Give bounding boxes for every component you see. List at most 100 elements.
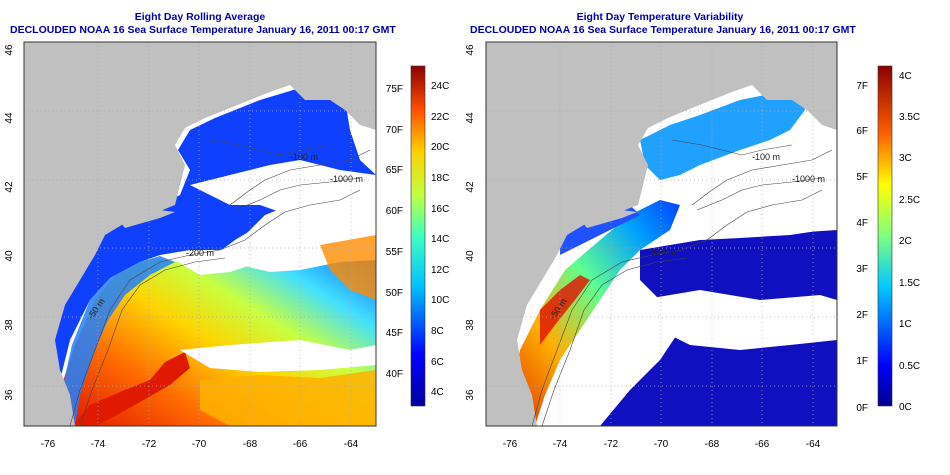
right-no-data-area xyxy=(650,175,837,240)
left-colorbar xyxy=(410,65,426,407)
right-y-tick: 46 xyxy=(465,44,476,56)
right-y-tick: 42 xyxy=(465,181,476,193)
left-map-title: Eight Day Rolling Average DECLOUDED NOAA… xyxy=(10,11,396,37)
left-land-long-island xyxy=(120,210,175,228)
left-cb-c-label: 4C xyxy=(431,387,444,398)
right-x-axis: -76 -74 -72 -70 -68 -66 -64 xyxy=(503,439,821,450)
left-cb-c-label: 14C xyxy=(431,234,449,245)
right-y-tick: 38 xyxy=(465,319,476,331)
left-x-tick: -74 xyxy=(91,439,106,450)
right-map: -100 m -1000 m -200 m -50 m -76 -74 -72 … xyxy=(465,41,920,450)
left-x-tick: -70 xyxy=(192,439,207,450)
left-cb-c-label: 8C xyxy=(431,326,444,337)
right-cb-f-label: 1F xyxy=(856,356,868,367)
right-cb-f-label: 2F xyxy=(856,310,868,321)
left-cb-c-label: 12C xyxy=(431,265,449,276)
left-y-tick: 40 xyxy=(4,250,15,262)
left-x-tick: -66 xyxy=(293,439,308,450)
left-cb-f-label: 75F xyxy=(386,84,403,95)
right-contour-label-100m: -100 m xyxy=(752,152,780,162)
left-map-frame xyxy=(23,41,377,427)
left-title-line1: Eight Day Rolling Average xyxy=(134,11,266,23)
right-map-title: Eight Day Temperature Variability DECLOU… xyxy=(470,11,856,37)
right-red-streak xyxy=(540,275,590,345)
right-x-tick: -64 xyxy=(806,439,821,450)
left-cb-c-label: 24C xyxy=(431,81,449,92)
left-contour-label-1000m: -1000 m xyxy=(330,174,363,184)
left-cb-c-label: 6C xyxy=(431,357,444,368)
right-map-frame xyxy=(485,41,838,427)
right-cb-c-label: 1.5C xyxy=(899,278,920,289)
right-cb-f-label: 4F xyxy=(856,218,868,229)
left-offshore-orange xyxy=(200,370,376,426)
right-cb-c-label: 4C xyxy=(899,71,912,82)
left-x-tick: -76 xyxy=(41,439,56,450)
left-contour-label-200m: -200 m xyxy=(186,248,214,258)
left-y-tick: 46 xyxy=(4,44,15,56)
left-land-us-coast xyxy=(24,42,376,426)
right-x-tick: -76 xyxy=(503,439,518,450)
right-y-tick: 44 xyxy=(465,112,476,124)
right-x-tick: -74 xyxy=(553,439,568,450)
right-x-tick: -70 xyxy=(654,439,669,450)
left-x-axis: -76 -74 -72 -70 -68 -66 -64 xyxy=(41,439,359,450)
left-grid xyxy=(24,42,376,426)
right-cb-c-label: 2.5C xyxy=(899,195,920,206)
left-gulf-stream xyxy=(72,352,190,426)
right-cb-c-label: 2C xyxy=(899,236,912,247)
left-offshore-warm xyxy=(320,235,376,300)
right-land-nova-scotia xyxy=(752,50,837,130)
right-cb-f-label: 5F xyxy=(856,172,868,183)
right-contour-label-1000m: -1000 m xyxy=(792,174,825,184)
left-y-tick: 44 xyxy=(4,112,15,124)
right-contour-label-200m: -200 m xyxy=(648,248,676,258)
left-cb-f-label: 65F xyxy=(386,165,403,176)
left-cb-c-label: 18C xyxy=(431,173,449,184)
left-cb-c-label: 20C xyxy=(431,142,449,153)
right-title-line2: DECLOUDED NOAA 16 Sea Surface Temperatur… xyxy=(470,24,856,36)
left-y-axis: 36 38 40 42 44 46 xyxy=(4,44,15,401)
left-title-line2: DECLOUDED NOAA 16 Sea Surface Temperatur… xyxy=(10,24,396,36)
left-y-tick: 42 xyxy=(4,181,15,193)
right-cb-c-label: 0.5C xyxy=(899,361,920,372)
left-x-tick: -68 xyxy=(243,439,258,450)
left-no-data-south xyxy=(180,340,376,372)
right-cb-f-label: 0F xyxy=(856,403,868,414)
right-grid xyxy=(486,42,837,426)
right-shelf-high-variability xyxy=(512,200,680,426)
right-cb-f-label: 7F xyxy=(856,81,868,92)
left-contour-label-100m: -100 m xyxy=(290,152,318,162)
right-colorbar xyxy=(877,65,893,407)
right-colorbar-f-labels: 7F 6F 5F 4F 3F 2F 1F 0F xyxy=(856,81,868,414)
left-colorbar-f-labels: 75F 70F 65F 60F 55F 50F 45F 40F xyxy=(386,84,403,380)
left-colorbar-c-labels: 24C 22C 20C 18C 16C 14C 12C 10C 8C 6C 4C xyxy=(431,81,449,398)
left-cb-c-label: 22C xyxy=(431,112,449,123)
right-x-tick: -72 xyxy=(604,439,619,450)
right-land-long-island xyxy=(582,210,637,228)
right-cb-f-label: 3F xyxy=(856,264,868,275)
left-land-nova-scotia xyxy=(290,50,376,130)
right-cb-c-label: 0C xyxy=(899,402,912,413)
right-y-tick: 40 xyxy=(465,250,476,262)
left-y-tick: 36 xyxy=(4,389,15,401)
left-cb-f-label: 50F xyxy=(386,288,403,299)
right-cb-c-label: 3C xyxy=(899,153,912,164)
right-no-data-south xyxy=(640,290,837,350)
right-y-tick: 36 xyxy=(465,389,476,401)
right-x-tick: -66 xyxy=(755,439,770,450)
left-cb-f-label: 45F xyxy=(386,328,403,339)
right-land-us-coast xyxy=(486,42,837,426)
left-x-tick: -72 xyxy=(142,439,157,450)
left-cb-f-label: 55F xyxy=(386,247,403,258)
right-title-line1: Eight Day Temperature Variability xyxy=(576,11,744,23)
right-cb-c-label: 3.5C xyxy=(899,112,920,123)
right-colorbar-c-labels: 4C 3.5C 3C 2.5C 2C 1.5C 1C 0.5C 0C xyxy=(899,71,920,413)
right-y-axis: 36 38 40 42 44 46 xyxy=(465,44,476,401)
right-cb-f-label: 6F xyxy=(856,126,868,137)
left-map: -100 m -1000 m -200 m -50 m -76 -74 -72 … xyxy=(4,41,449,450)
left-cb-f-label: 60F xyxy=(386,206,403,217)
left-cb-c-label: 10C xyxy=(431,295,449,306)
left-cb-f-label: 70F xyxy=(386,125,403,136)
left-cb-f-label: 40F xyxy=(386,369,403,380)
